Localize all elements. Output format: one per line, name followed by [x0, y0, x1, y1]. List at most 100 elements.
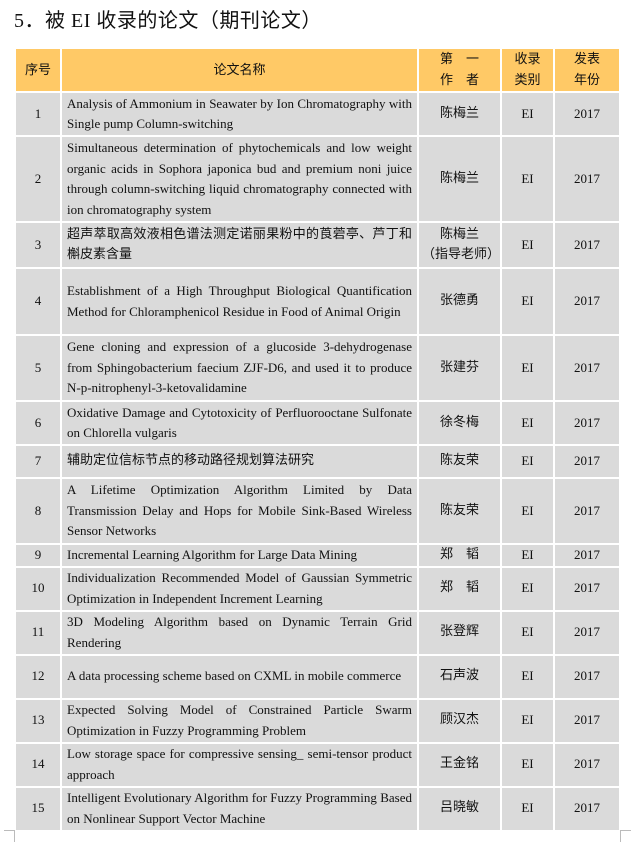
paper-title: Analysis of Ammonium in Seawater by Ion …: [60, 91, 419, 137]
index-type: EI: [500, 543, 555, 568]
first-author: 郑 韬: [417, 565, 502, 612]
row-no: 1: [14, 91, 62, 137]
paper-title: A Lifetime Optimization Algorithm Limite…: [60, 477, 419, 545]
first-author: 石声波: [417, 653, 502, 700]
table-row: 6 Oxidative Damage and Cytotoxicity of Pe…: [14, 400, 621, 446]
index-type: EI: [500, 334, 555, 402]
row-no: 12: [14, 653, 62, 700]
first-author: 张建芬: [417, 334, 502, 402]
header-no: 序号: [14, 47, 62, 93]
paper-title: Intelligent Evolutionary Algorithm for F…: [60, 785, 419, 832]
paper-title: Individualization Recommended Model of G…: [60, 565, 419, 612]
index-type: EI: [500, 135, 555, 223]
row-no: 5: [14, 334, 62, 402]
publish-year: 2017: [553, 267, 621, 336]
table-row: 10 Individualization Recommended Model of…: [14, 565, 621, 612]
publish-year: 2017: [553, 741, 621, 788]
header-author: 第 一作 者: [417, 47, 502, 93]
index-type: EI: [500, 444, 555, 479]
row-no: 3: [14, 221, 62, 269]
table-row: 4 Establishment of a High Throughput Biol…: [14, 267, 621, 336]
table-row: 15 Intelligent Evolutionary Algorithm for…: [14, 785, 621, 832]
row-no: 13: [14, 697, 62, 744]
index-type: EI: [500, 400, 555, 446]
header-name: 论文名称: [60, 47, 419, 93]
table-row: 7 辅助定位信标节点的移动路径规划算法研究 陈友荣 EI 2017: [14, 444, 621, 479]
row-no: 4: [14, 267, 62, 336]
first-author: 王金铭: [417, 741, 502, 788]
first-author: 陈梅兰 （指导老师）: [417, 221, 502, 269]
index-type: EI: [500, 477, 555, 545]
first-author: 陈梅兰: [417, 91, 502, 137]
first-author: 顾汉杰: [417, 697, 502, 744]
index-type: EI: [500, 91, 555, 137]
first-author: 吕晓敏: [417, 785, 502, 832]
index-type: EI: [500, 741, 555, 788]
row-no: 6: [14, 400, 62, 446]
page-corner-mark: [620, 830, 631, 842]
publish-year: 2017: [553, 785, 621, 832]
publish-year: 2017: [553, 477, 621, 545]
index-type: EI: [500, 653, 555, 700]
index-type: EI: [500, 785, 555, 832]
first-author: 张德勇: [417, 267, 502, 336]
row-no: 7: [14, 444, 62, 479]
publish-year: 2017: [553, 444, 621, 479]
table-row: 5 Gene cloning and expression of a glucos…: [14, 334, 621, 402]
publish-year: 2017: [553, 400, 621, 446]
publish-year: 2017: [553, 334, 621, 402]
index-type: EI: [500, 565, 555, 612]
index-type: EI: [500, 221, 555, 269]
header-type: 收录 类别: [500, 47, 555, 93]
page-corner-mark: [4, 830, 15, 842]
index-type: EI: [500, 267, 555, 336]
row-no: 15: [14, 785, 62, 832]
table-row: 12 A data processing scheme based on CXML…: [14, 653, 621, 700]
publish-year: 2017: [553, 543, 621, 568]
first-author: 郑 韬: [417, 543, 502, 568]
paper-title: Simultaneous determination of phytochemi…: [60, 135, 419, 223]
row-no: 10: [14, 565, 62, 612]
paper-title: 超声萃取高效液相色谱法测定诺丽果粉中的莨菪亭、芦丁和槲皮素含量: [60, 221, 419, 269]
table-row: 14 Low storage space for compressive sens…: [14, 741, 621, 788]
paper-title: Gene cloning and expression of a glucosi…: [60, 334, 419, 402]
publish-year: 2017: [553, 653, 621, 700]
row-no: 9: [14, 543, 62, 568]
first-author: 陈友荣: [417, 444, 502, 479]
publish-year: 2017: [553, 609, 621, 656]
paper-title: Establishment of a High Throughput Biolo…: [60, 267, 419, 336]
table-header-row: 序号 论文名称 第 一作 者 收录 类别 发表 年份: [14, 47, 621, 93]
ei-papers-table: 序号 论文名称 第 一作 者 收录 类别 发表 年份 1 Analysis of Am…: [14, 47, 621, 832]
first-author: 张登辉: [417, 609, 502, 656]
row-no: 11: [14, 609, 62, 656]
row-no: 8: [14, 477, 62, 545]
paper-title: Oxidative Damage and Cytotoxicity of Per…: [60, 400, 419, 446]
paper-title: Low storage space for compressive sensin…: [60, 741, 419, 788]
paper-title: Incremental Learning Algorithm for Large…: [60, 543, 419, 568]
paper-title: 3D Modeling Algorithm based on Dynamic T…: [60, 609, 419, 656]
paper-title: Expected Solving Model of Constrained Pa…: [60, 697, 419, 744]
publish-year: 2017: [553, 697, 621, 744]
table-row: 1 Analysis of Ammonium in Seawater by Ion…: [14, 91, 621, 137]
table-row: 3 超声萃取高效液相色谱法测定诺丽果粉中的莨菪亭、芦丁和槲皮素含量 陈梅兰 （指导老师…: [14, 221, 621, 269]
index-type: EI: [500, 697, 555, 744]
table-row: 9 Incremental Learning Algorithm for Larg…: [14, 543, 621, 568]
first-author: 徐冬梅: [417, 400, 502, 446]
first-author: 陈友荣: [417, 477, 502, 545]
table-row: 11 3D Modeling Algorithm based on Dynamic…: [14, 609, 621, 656]
first-author: 陈梅兰: [417, 135, 502, 223]
publish-year: 2017: [553, 91, 621, 137]
publish-year: 2017: [553, 221, 621, 269]
publish-year: 2017: [553, 565, 621, 612]
section-title: 5．被 EI 收录的论文（期刊论文）: [14, 10, 322, 32]
header-year: 发表 年份: [553, 47, 621, 93]
row-no: 14: [14, 741, 62, 788]
index-type: EI: [500, 609, 555, 656]
author-note: （指导老师）: [422, 247, 501, 262]
table-row: 2 Simultaneous determination of phytochem…: [14, 135, 621, 223]
table-row: 13 Expected Solving Model of Constrained …: [14, 697, 621, 744]
paper-title: A data processing scheme based on CXML i…: [60, 653, 419, 700]
paper-title: 辅助定位信标节点的移动路径规划算法研究: [60, 444, 419, 479]
row-no: 2: [14, 135, 62, 223]
